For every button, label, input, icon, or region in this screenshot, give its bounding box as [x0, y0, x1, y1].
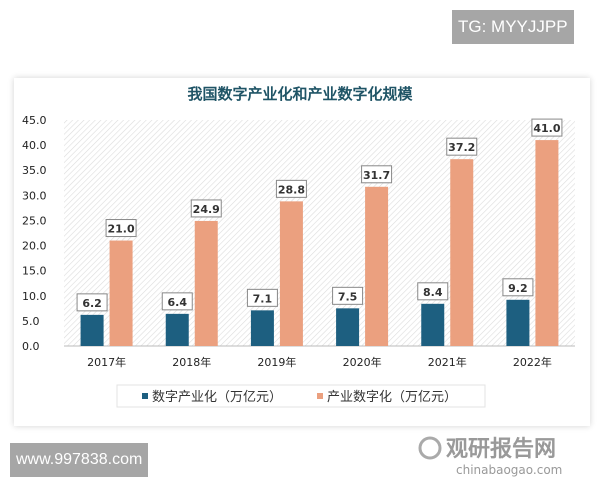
data-label: 37.2 — [448, 141, 475, 154]
bar-industrial-digitization — [279, 201, 303, 346]
chinabaogao-logo: 观研报告网 chinabaogao.com — [418, 436, 562, 477]
chart-title: 我国数字产业化和产业数字化规模 — [187, 85, 413, 103]
data-label: 9.2 — [508, 282, 528, 295]
data-label: 28.8 — [278, 183, 305, 196]
data-label-box — [190, 199, 222, 218]
bar-industrial-digitization — [194, 220, 218, 346]
data-label: 41.0 — [533, 122, 560, 135]
data-label: 31.7 — [363, 169, 390, 182]
y-tick-label: 5.0 — [22, 315, 40, 328]
logo-cn-text: 观研报告网 — [446, 437, 556, 462]
data-label: 24.9 — [193, 203, 220, 216]
bar-digital-industrialization — [80, 314, 104, 346]
legend-swatch-industrial-digitization — [317, 393, 323, 399]
data-label-box — [361, 165, 393, 184]
data-label: 6.4 — [168, 296, 188, 309]
data-label-box — [332, 286, 364, 305]
data-label-box — [531, 118, 563, 137]
data-label: 8.4 — [423, 286, 443, 299]
legend-swatch-digital-industrialization — [142, 393, 148, 399]
data-label-box — [446, 137, 478, 156]
bar-digital-industrialization — [421, 303, 445, 346]
logo-en-text: chinabaogao.com — [456, 463, 562, 477]
bar-industrial-digitization — [535, 140, 559, 346]
y-tick-label: 25.0 — [22, 214, 47, 227]
x-tick-label: 2017年 — [87, 355, 126, 369]
x-tick-label: 2019年 — [257, 355, 296, 369]
data-label-box — [417, 282, 449, 301]
y-tick-label: 0.0 — [22, 340, 40, 353]
legend-label-digital-industrialization: 数字产业化（万亿元） — [152, 390, 282, 405]
data-label: 7.5 — [338, 290, 358, 303]
watermark-bottom-left: www.997838.com — [10, 443, 149, 477]
bar-industrial-digitization — [450, 159, 474, 346]
data-label-box — [246, 288, 278, 307]
plot-area — [64, 120, 575, 346]
bar-industrial-digitization — [109, 240, 133, 346]
legend: 数字产业化（万亿元） 产业数字化（万亿元） — [116, 384, 486, 408]
data-label: 21.0 — [108, 223, 135, 236]
x-tick-label: 2018年 — [172, 355, 211, 369]
data-label: 6.2 — [82, 297, 102, 310]
bar-digital-industrialization — [165, 313, 189, 346]
x-tick-label: 2020年 — [343, 355, 382, 369]
data-label-box — [502, 278, 534, 297]
legend-label-industrial-digitization: 产业数字化（万亿元） — [327, 390, 457, 405]
data-label-box — [161, 292, 193, 311]
data-label-box — [275, 179, 307, 198]
y-tick-label: 35.0 — [22, 164, 47, 177]
x-tick-label: 2021年 — [428, 355, 467, 369]
y-tick-label: 10.0 — [22, 290, 47, 303]
y-tick-label: 30.0 — [22, 189, 47, 202]
data-label-box — [76, 293, 108, 312]
y-tick-label: 20.0 — [22, 240, 47, 253]
x-tick-label: 2022年 — [513, 355, 552, 369]
y-tick-label: 15.0 — [22, 265, 47, 278]
y-tick-label: 45.0 — [22, 114, 47, 127]
bar-industrial-digitization — [365, 186, 389, 346]
watermark-top-right: TG: MYYJJPP — [452, 10, 574, 44]
bar-digital-industrialization — [250, 310, 274, 346]
bar-digital-industrialization — [506, 299, 530, 346]
bar-digital-industrialization — [336, 308, 360, 346]
data-label: 7.1 — [253, 292, 273, 305]
y-tick-label: 40.0 — [22, 139, 47, 152]
data-label-box — [105, 219, 137, 238]
